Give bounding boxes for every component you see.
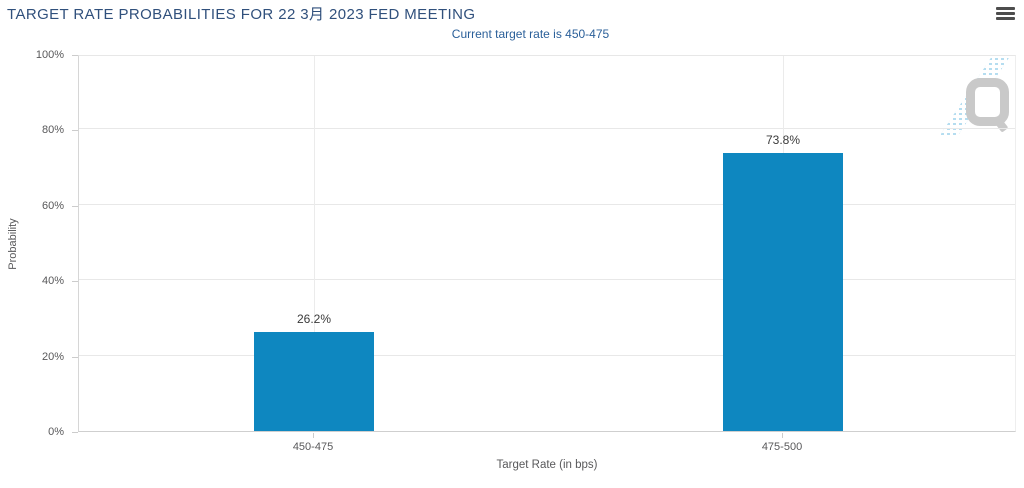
x-axis-title: Target Rate (in bps) bbox=[496, 459, 598, 471]
x-axis-tick bbox=[313, 433, 314, 438]
y-tick-label: 40% bbox=[41, 275, 64, 287]
y-axis-tick bbox=[72, 281, 78, 282]
bar-450-475[interactable] bbox=[254, 332, 374, 431]
bar-475-500[interactable] bbox=[723, 153, 843, 431]
y-axis-tick bbox=[72, 55, 78, 56]
hamburger-bar bbox=[996, 7, 1015, 10]
q-logo-ring bbox=[966, 78, 1009, 126]
hamburger-menu-icon[interactable] bbox=[996, 7, 1015, 21]
y-axis-tick bbox=[72, 357, 78, 358]
hamburger-bar bbox=[996, 17, 1015, 20]
x-axis-tick bbox=[782, 433, 783, 438]
chart-title: TARGET RATE PROBABILITIES FOR 22 3月 2023… bbox=[7, 6, 476, 23]
y-tick-label: 80% bbox=[41, 124, 64, 136]
bar-value-label: 26.2% bbox=[296, 312, 332, 326]
gridline-horizontal bbox=[79, 128, 1015, 130]
gridline-horizontal bbox=[79, 354, 1015, 356]
y-tick-label: 20% bbox=[41, 351, 64, 363]
x-tick-label: 450-475 bbox=[292, 441, 334, 453]
plot-area: 26.2% 73.8% bbox=[78, 55, 1016, 432]
gridline-vertical bbox=[314, 56, 315, 431]
bar-value-label: 73.8% bbox=[765, 133, 801, 147]
y-tick-label: 100% bbox=[35, 49, 64, 61]
watermark-q-logo bbox=[935, 58, 1017, 138]
y-axis-tick bbox=[72, 130, 78, 131]
y-axis-tick bbox=[72, 206, 78, 207]
x-tick-label: 475-500 bbox=[761, 441, 803, 453]
y-tick-label: 0% bbox=[48, 426, 64, 438]
y-tick-label: 60% bbox=[41, 200, 64, 212]
y-axis-tick bbox=[72, 432, 78, 433]
hamburger-bar bbox=[996, 12, 1015, 15]
chart-subtitle: Current target rate is 450-475 bbox=[451, 27, 610, 41]
gridline-horizontal bbox=[79, 279, 1015, 281]
gridline-horizontal bbox=[79, 203, 1015, 205]
